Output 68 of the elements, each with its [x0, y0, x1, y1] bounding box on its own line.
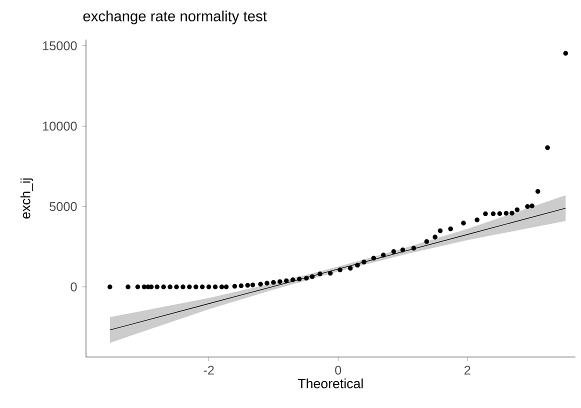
x-axis-title: Theoretical — [298, 378, 363, 388]
point — [278, 279, 282, 284]
point — [525, 204, 530, 209]
point — [411, 246, 416, 251]
x-tick-label: 2 — [464, 366, 470, 375]
point — [161, 284, 166, 290]
point — [200, 284, 205, 290]
point — [371, 256, 376, 261]
point — [514, 207, 520, 212]
point — [362, 260, 366, 264]
point — [535, 189, 540, 194]
point — [328, 270, 333, 276]
point — [238, 283, 244, 288]
x-tick-label: 0 — [335, 366, 342, 375]
point — [258, 282, 263, 287]
point — [212, 284, 218, 290]
y-tick-label: 10000 — [43, 122, 77, 131]
y-tick-label: 15000 — [43, 41, 77, 50]
point — [474, 217, 480, 222]
point — [483, 211, 488, 216]
point — [391, 249, 396, 254]
chart-title: exchange rate normality test — [83, 10, 267, 24]
point — [563, 50, 568, 56]
point — [187, 284, 192, 290]
point — [126, 284, 130, 290]
point — [424, 239, 430, 244]
point — [490, 211, 496, 216]
point — [142, 284, 147, 290]
point — [219, 284, 224, 290]
point — [206, 284, 212, 290]
point — [348, 266, 353, 271]
point — [296, 276, 302, 282]
point — [284, 278, 289, 284]
point — [290, 277, 296, 282]
point — [180, 284, 186, 290]
point — [438, 228, 443, 234]
point — [168, 284, 172, 290]
point — [355, 262, 360, 268]
point — [400, 248, 406, 252]
point — [174, 284, 179, 290]
point — [497, 211, 502, 216]
point — [135, 284, 140, 290]
y-tick-label: 5000 — [50, 202, 77, 212]
point — [304, 276, 309, 281]
point — [338, 267, 342, 272]
x-tick-label: -2 — [204, 366, 214, 375]
point — [530, 203, 534, 208]
point — [154, 284, 160, 290]
point — [250, 282, 256, 288]
point — [224, 284, 229, 290]
y-tick-label: 0 — [70, 282, 77, 292]
point — [545, 145, 550, 150]
point — [310, 274, 315, 280]
point — [318, 271, 322, 276]
point — [448, 226, 453, 232]
point — [271, 280, 276, 285]
point — [264, 280, 270, 286]
point — [510, 210, 514, 216]
point — [380, 252, 386, 258]
point — [193, 284, 198, 290]
point — [432, 234, 438, 240]
point — [504, 210, 509, 216]
point — [108, 284, 112, 290]
y-axis-title: exch_ij — [20, 178, 33, 219]
point — [461, 220, 466, 226]
line-series — [110, 208, 566, 330]
point — [245, 282, 250, 288]
point — [232, 284, 238, 289]
